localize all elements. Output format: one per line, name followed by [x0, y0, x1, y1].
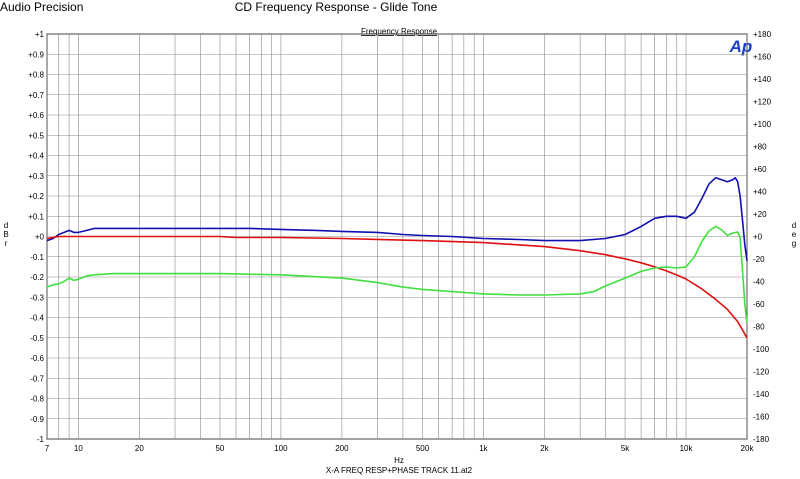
y-tick-label-left: +0.9 — [28, 50, 44, 59]
y-tick-label-right: -140 — [753, 390, 770, 399]
x-axis-label: Hz — [394, 456, 404, 465]
y-tick-label-right: -100 — [753, 345, 770, 354]
y-tick-label-left: +0.4 — [28, 152, 44, 161]
x-tick-label: 200 — [335, 444, 349, 453]
y-tick-label-left: +0.3 — [28, 172, 44, 181]
y-tick-label-left: -0.2 — [30, 273, 44, 282]
y-tick-label-right: -120 — [753, 368, 770, 377]
y-tick-label-left: -0.4 — [30, 314, 44, 323]
y-tick-label-right: +60 — [753, 165, 767, 174]
series-line-2 — [46, 235, 748, 339]
y-tick-label-left: +0.2 — [28, 192, 44, 201]
y-tick-label-left: -0.5 — [30, 334, 44, 343]
series-line-3 — [46, 225, 748, 324]
y-tick-label-right: +20 — [753, 210, 767, 219]
y-tick-label-left: +0.1 — [28, 212, 44, 221]
y-tick-label-right: -20 — [753, 255, 765, 264]
y-tick-label-right: +40 — [753, 188, 767, 197]
legend-title: Frequency Response — [361, 27, 438, 36]
brand-left: Audio Precision — [0, 0, 83, 14]
y-tick-label-right: -60 — [753, 300, 765, 309]
x-tick-label: 7 — [45, 444, 50, 453]
y-tick-label-right: -40 — [753, 278, 765, 287]
y-tick-label-right: -160 — [753, 413, 770, 422]
y-tick-label-left: -0.9 — [30, 415, 44, 424]
y-tick-label-left: +0 — [35, 233, 45, 242]
x-tick-label: 20k — [741, 444, 755, 453]
y-tick-label-right: +120 — [753, 98, 772, 107]
y-tick-label-left: +0.5 — [28, 131, 44, 140]
x-tick-label: 10k — [680, 444, 694, 453]
x-tick-label: 2k — [540, 444, 549, 453]
y-tick-label-right: +140 — [753, 75, 772, 84]
y-tick-label-left: -0.7 — [30, 374, 44, 383]
x-tick-label: 50 — [215, 444, 224, 453]
y-tick-label-right: +0 — [753, 233, 763, 242]
chart-title: CD Frequency Response - Glide Tone — [235, 0, 438, 14]
y-tick-label-left: -0.8 — [30, 395, 44, 404]
y-tick-label-left: +0.6 — [28, 111, 44, 120]
x-tick-label: 5k — [621, 444, 630, 453]
axis-ticks: +1 +0.9 +0.8 +0.7 +0.6 +0.5 +0.4 +0.3 +0.2 +0.1 +0… — [28, 30, 771, 453]
y-tick-label-right: +180 — [753, 30, 772, 39]
grid — [46, 33, 748, 440]
y-tick-label-left: -0.3 — [30, 293, 44, 302]
y-tick-label-right: +100 — [753, 120, 772, 129]
series-group — [46, 177, 748, 339]
x-tick-label: 1k — [479, 444, 488, 453]
y-tick-label-right: +80 — [753, 143, 767, 152]
series-line-1 — [46, 177, 748, 261]
x-tick-label: 500 — [416, 444, 430, 453]
y-tick-label-left: -1 — [37, 435, 45, 444]
y-tick-label-right: +160 — [753, 53, 772, 62]
y-tick-label-left: +0.8 — [28, 71, 44, 80]
y-tick-label-left: -0.1 — [30, 253, 44, 262]
y-tick-label-left: +1 — [35, 30, 45, 39]
y-tick-label-right: -180 — [753, 435, 770, 444]
y-tick-label-left: +0.7 — [28, 91, 44, 100]
x-tick-label: 20 — [135, 444, 144, 453]
x-tick-label: 100 — [274, 444, 288, 453]
x-tick-label: 10 — [74, 444, 83, 453]
y-tick-label-right: -80 — [753, 323, 765, 332]
footer-file-name: X-A FREQ RESP+PHASE TRACK 11.at2 — [326, 466, 473, 475]
ap-logo: Ap — [729, 37, 753, 56]
y-tick-label-left: -0.6 — [30, 354, 44, 363]
